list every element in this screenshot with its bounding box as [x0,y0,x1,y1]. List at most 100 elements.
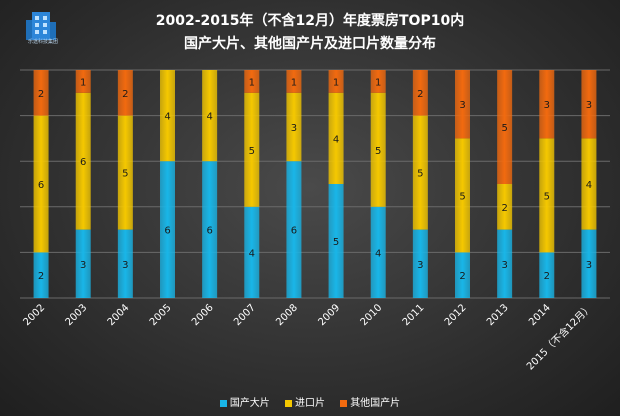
data-label: 2 [544,271,550,282]
data-label: 4 [249,248,255,259]
bar-segment [75,70,91,93]
data-label: 2 [38,271,44,282]
chart-legend: 国产大片 进口片 其他国产片 [0,394,620,409]
data-label: 6 [291,226,297,237]
building-logo-icon [26,12,56,40]
data-label: 2 [38,89,44,100]
data-label: 3 [417,260,423,271]
legend-swatch-other [340,399,348,407]
x-tick-label: 2004 [106,302,132,328]
bar-segment [539,252,555,298]
x-tick-label: 2006 [190,302,216,328]
data-label: 5 [459,191,465,202]
bar-segment [117,229,133,298]
bar-segment [539,138,555,253]
bar-segment [117,70,133,116]
data-label: 3 [291,123,297,134]
data-label: 1 [291,77,297,88]
bar-segment [370,92,386,207]
logo-text: 乐途科技集团 [27,39,58,45]
bar-segment [33,252,49,298]
data-label: 5 [375,146,381,157]
data-label: 2 [417,89,423,100]
bar-segment [33,70,49,116]
data-label: 4 [586,180,592,191]
bar-segment [370,70,386,93]
data-label: 2 [122,89,128,100]
bar-segment [75,229,91,298]
bar-segment [160,161,175,298]
legend-label-other: 其他国产片 [350,398,401,409]
data-label: 3 [586,260,592,271]
bar-segment [412,115,428,230]
data-label: 6 [206,226,212,237]
bar-segment [581,138,597,230]
data-label: 3 [586,100,592,111]
bar-segment [581,229,597,298]
data-label: 4 [375,248,381,259]
bar-segment [455,252,470,298]
data-label: 1 [249,77,255,88]
bar-segment [497,70,513,184]
legend-item-other: 其他国产片 [340,394,400,409]
bar-segment [286,70,302,93]
x-tick-label: 2011 [401,302,427,328]
bar-segment [412,229,428,298]
data-label: 6 [164,226,170,237]
bar-segment [497,184,513,230]
bar-segment [328,92,344,184]
data-label: 5 [544,191,550,202]
x-tick-label: 2012 [443,302,469,328]
bar-segment [286,92,302,162]
legend-swatch-imported [285,399,292,407]
bar-segment [160,70,175,162]
x-tick-label: 2015（不含12月） [523,301,595,373]
data-label: 2 [501,203,507,214]
bar-segment [328,70,344,93]
chart-subtitle: 国产大片、其他国产片及进口片数量分布 [184,36,436,52]
bar-segment [244,92,260,207]
legend-item-domestic: 国产大片 [219,394,270,409]
x-tick-label: 2010 [359,302,385,328]
data-label: 1 [80,77,86,88]
x-tick-label: 2009 [316,302,342,328]
bar-segment [497,229,513,298]
bar-segment [244,206,260,298]
bar-segment [244,70,260,93]
data-label: 5 [333,237,339,248]
data-label: 3 [80,260,86,271]
data-label: 3 [459,100,465,111]
data-label: 6 [80,157,86,168]
legend-item-imported: 进口片 [285,394,325,409]
x-tick-label: 2013 [485,302,511,328]
data-label: 1 [375,77,381,88]
bar-segment [286,161,302,298]
bar-segment [581,70,597,139]
bar-segment [455,138,470,253]
x-tick-label: 2014 [527,302,553,328]
bar-segment [328,184,344,298]
bar-segment [370,206,386,298]
data-label: 4 [164,112,170,123]
data-label: 1 [333,77,339,88]
data-label: 2 [459,271,465,282]
data-label: 5 [501,123,507,134]
legend-label-domestic: 国产大片 [229,398,270,409]
x-tick-label: 2007 [232,302,258,328]
data-label: 5 [249,146,255,157]
x-tick-label: 2002 [21,302,47,328]
x-tick-label: 2005 [148,302,174,328]
legend-swatch-domestic [219,399,227,407]
data-label: 5 [417,169,423,180]
bar-segment [117,115,133,230]
bar-segment [455,70,470,139]
x-tick-label: 2003 [64,302,90,328]
bar-segment [412,70,428,116]
data-label: 4 [206,112,212,123]
x-tick-label: 2008 [274,302,300,328]
data-label: 5 [122,169,128,180]
bar-segment [75,92,91,230]
bar-segment [202,70,218,162]
data-label: 3 [122,260,128,271]
